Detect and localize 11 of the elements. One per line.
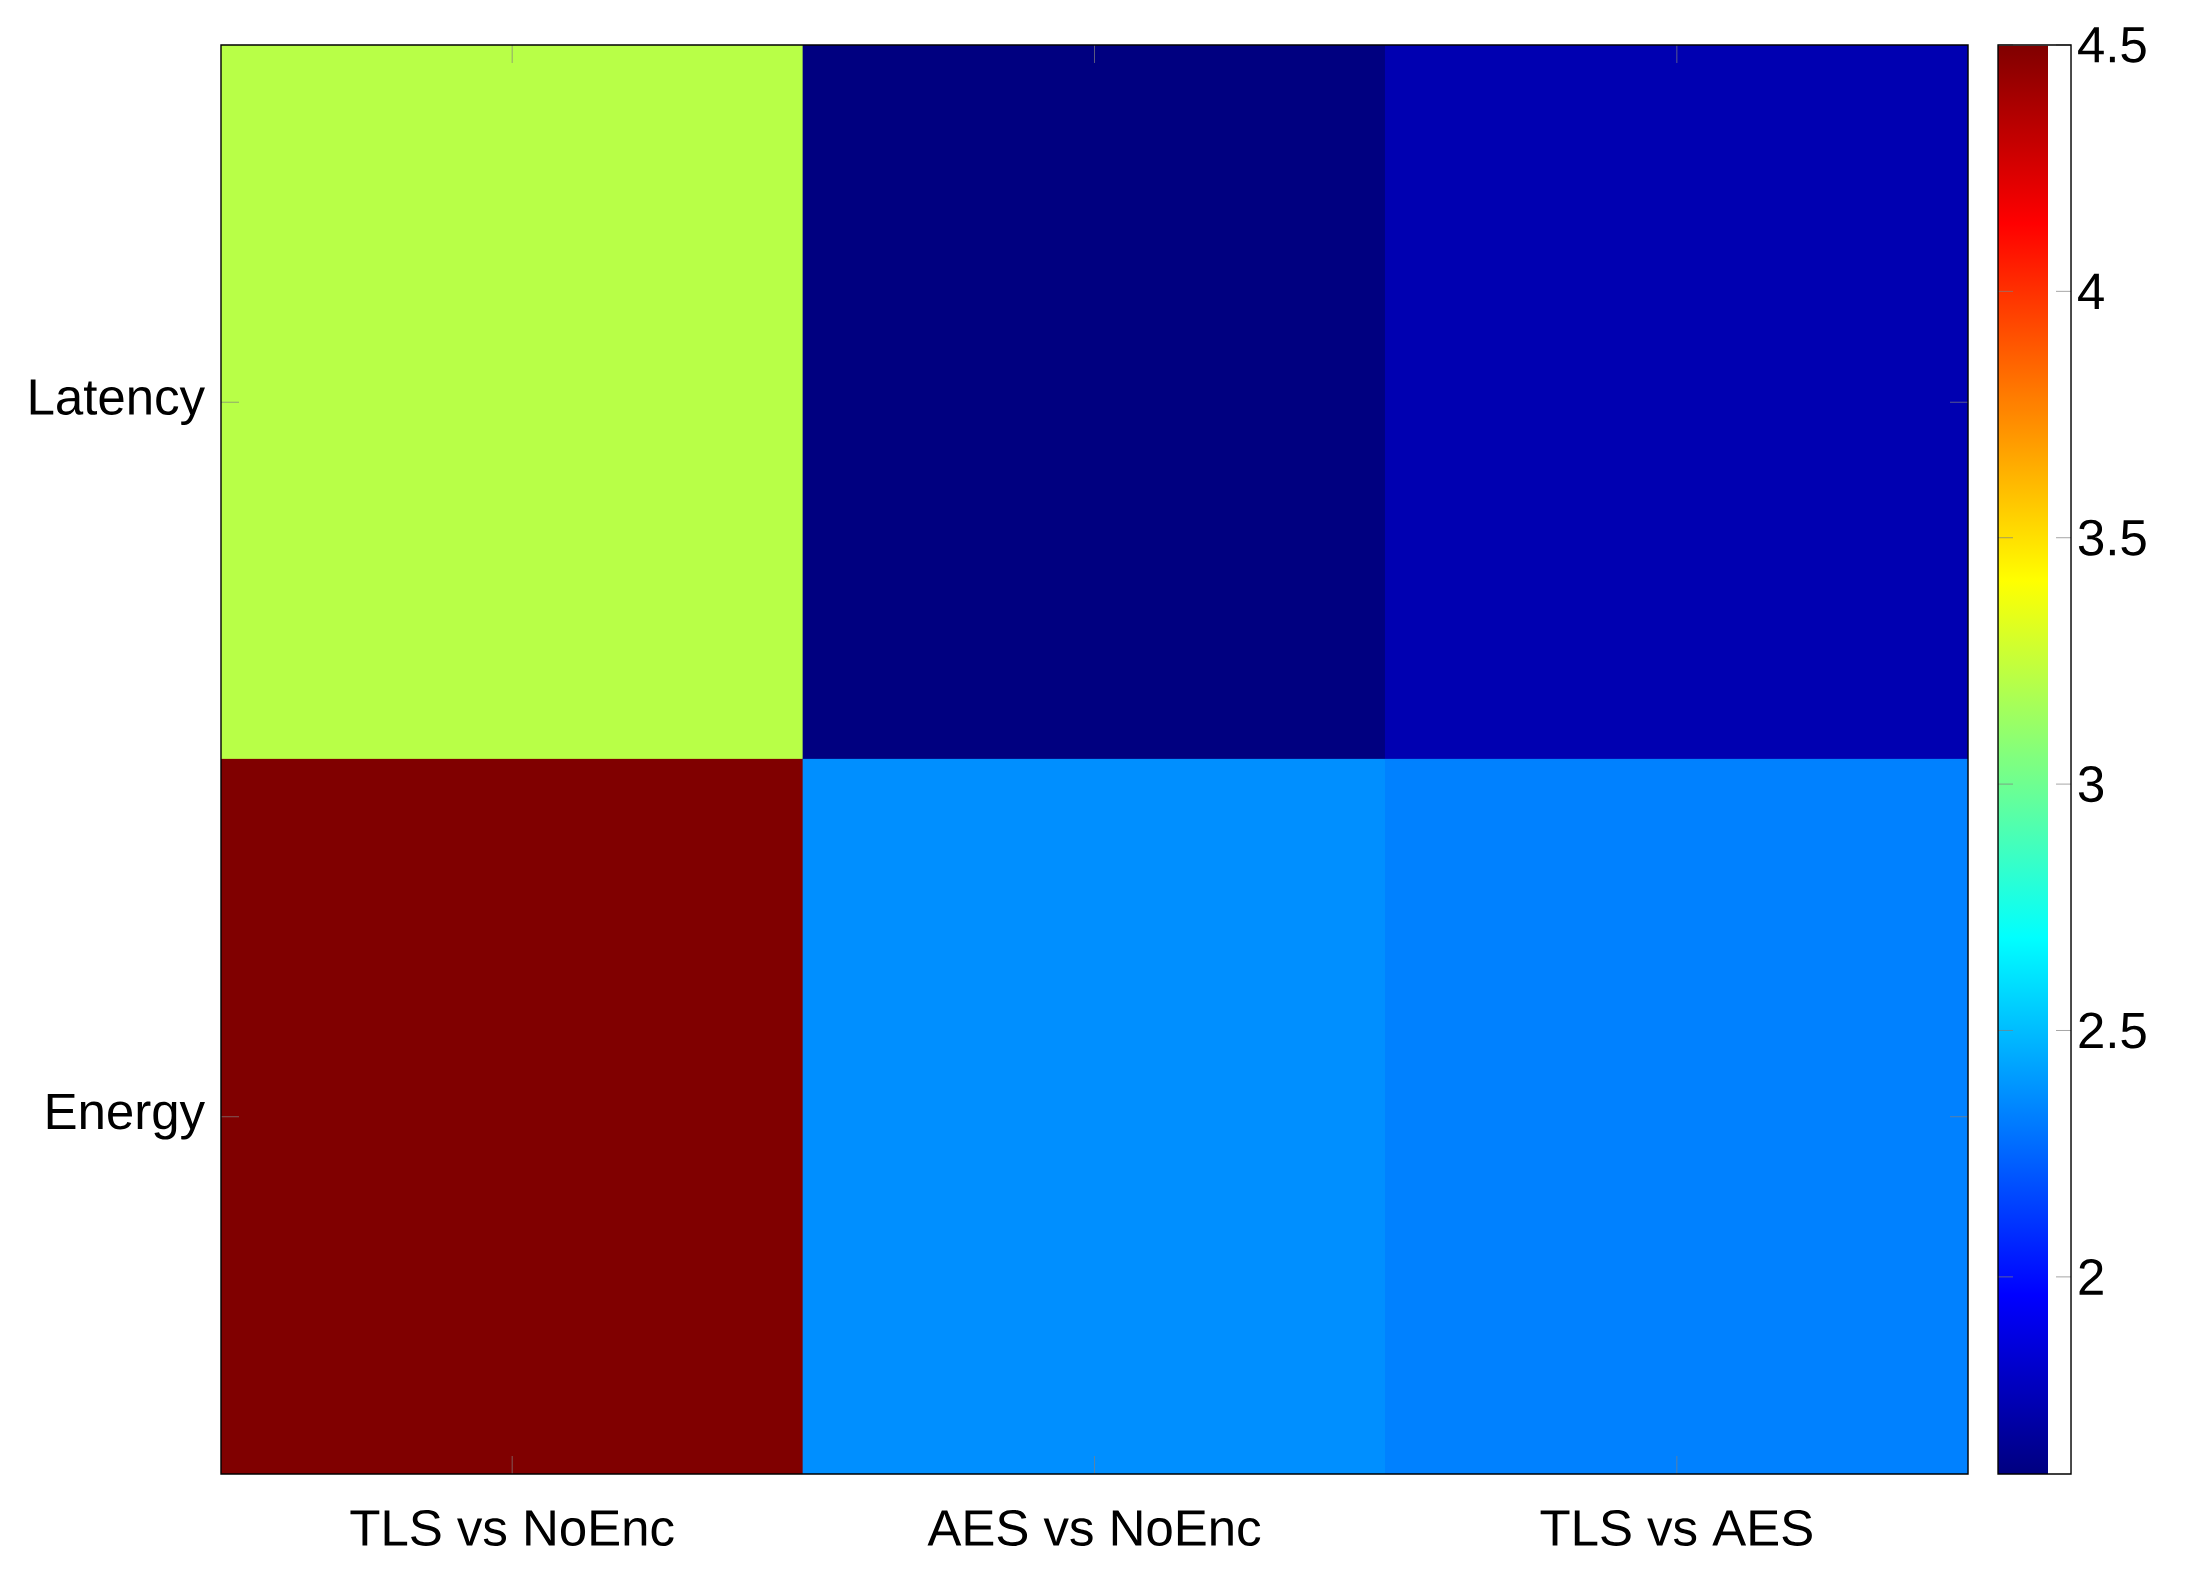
color-bar-label: 3 bbox=[2078, 766, 2104, 803]
color-bar-label: 3.5 bbox=[2078, 519, 2146, 556]
color-bar-label: 4.5 bbox=[2078, 27, 2146, 63]
x-tick-label: AES vs NoEnc bbox=[927, 1509, 1261, 1547]
color-bar-label: 2.5 bbox=[2079, 1012, 2146, 1049]
color-bar-label: 4 bbox=[2078, 273, 2104, 309]
x-tick-label: TLS vs NoEnc bbox=[350, 1509, 674, 1547]
color-bar-label: 2 bbox=[2079, 1259, 2103, 1295]
x-tick-label: TLS vs AES bbox=[1540, 1509, 1812, 1547]
y-tick-label: Energy bbox=[47, 1093, 205, 1140]
y-tick-label: Latency bbox=[30, 379, 205, 426]
